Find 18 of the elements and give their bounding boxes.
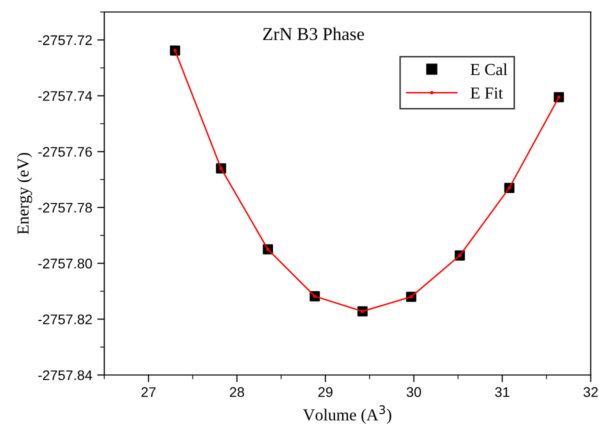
legend-label: E Fit (470, 87, 503, 99)
y-tick-label: -2757.72 (38, 35, 92, 46)
y-tick-label: -2757.74 (38, 91, 92, 101)
x-tick-label: 29 (318, 387, 332, 398)
y-tick-label: -2757.78 (38, 202, 92, 213)
y-tick-label: -2757.82 (38, 314, 92, 324)
y-tick-label: -2757.76 (38, 146, 92, 157)
y-axis-title: Energy (eV) (16, 152, 32, 234)
x-tick-label: 32 (584, 387, 598, 398)
x-tick-label: 28 (230, 387, 244, 398)
x-tick-label: 27 (141, 387, 156, 397)
legend-label: E Cal (470, 63, 508, 76)
x-axis-title: Volume (A$^{3}$) (303, 405, 392, 424)
x-tick-label: 31 (495, 387, 510, 398)
x-tick-label: 30 (406, 387, 422, 398)
y-tick-label: -2757.84 (38, 370, 92, 380)
y-tick-label: -2757.80 (38, 258, 92, 268)
text: ZrN B3 Phase (263, 27, 364, 40)
